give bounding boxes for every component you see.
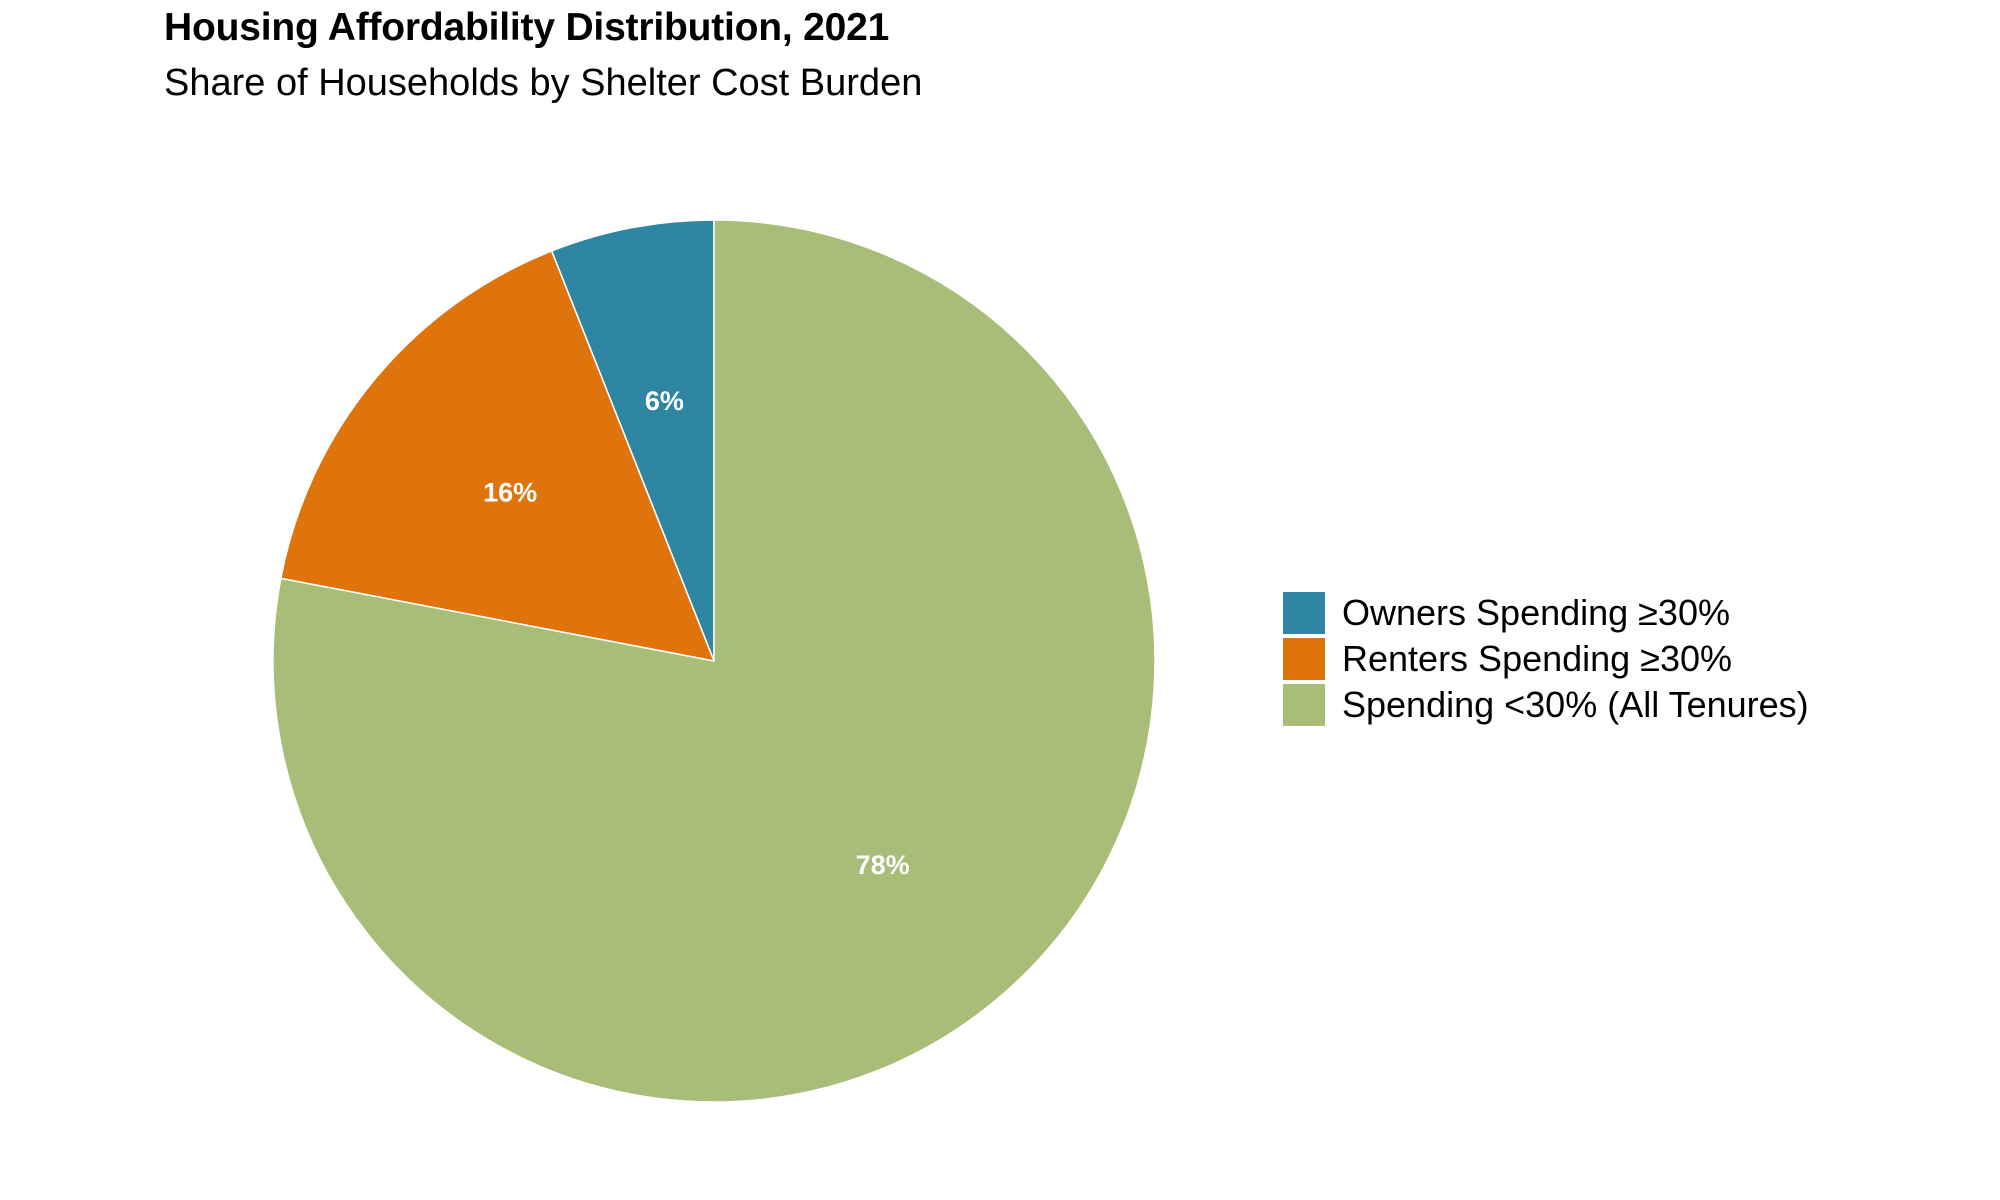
legend-item-spending-under-30: Spending <30% (All Tenures)	[1283, 682, 1809, 728]
chart-subtitle: Share of Households by Shelter Cost Burd…	[164, 62, 923, 104]
legend-swatch-renters	[1283, 638, 1325, 680]
legend-swatch-owners	[1283, 592, 1325, 634]
chart-title: Housing Affordability Distribution, 2021	[164, 6, 890, 49]
legend-label-spending-under-30: Spending <30% (All Tenures)	[1342, 684, 1809, 725]
legend-item-owners: Owners Spending ≥30%	[1283, 590, 1809, 636]
pie-slice-renters	[279, 249, 716, 662]
slice-label-owners: 6%	[645, 386, 684, 416]
slice-label-renters: 16%	[483, 477, 537, 507]
legend-label-renters: Renters Spending ≥30%	[1342, 638, 1733, 679]
slice-label-spending-under-30: 78%	[856, 850, 910, 880]
pie-slice-owners	[550, 219, 715, 662]
legend-swatch-spending-under-30	[1283, 684, 1325, 726]
legend-label-owners: Owners Spending ≥30%	[1342, 592, 1730, 633]
pie-slice-spending-under-30	[272, 219, 1156, 1103]
legend-item-renters: Renters Spending ≥30%	[1283, 636, 1809, 682]
chart-legend: Owners Spending ≥30% Renters Spending ≥3…	[1283, 590, 1809, 728]
